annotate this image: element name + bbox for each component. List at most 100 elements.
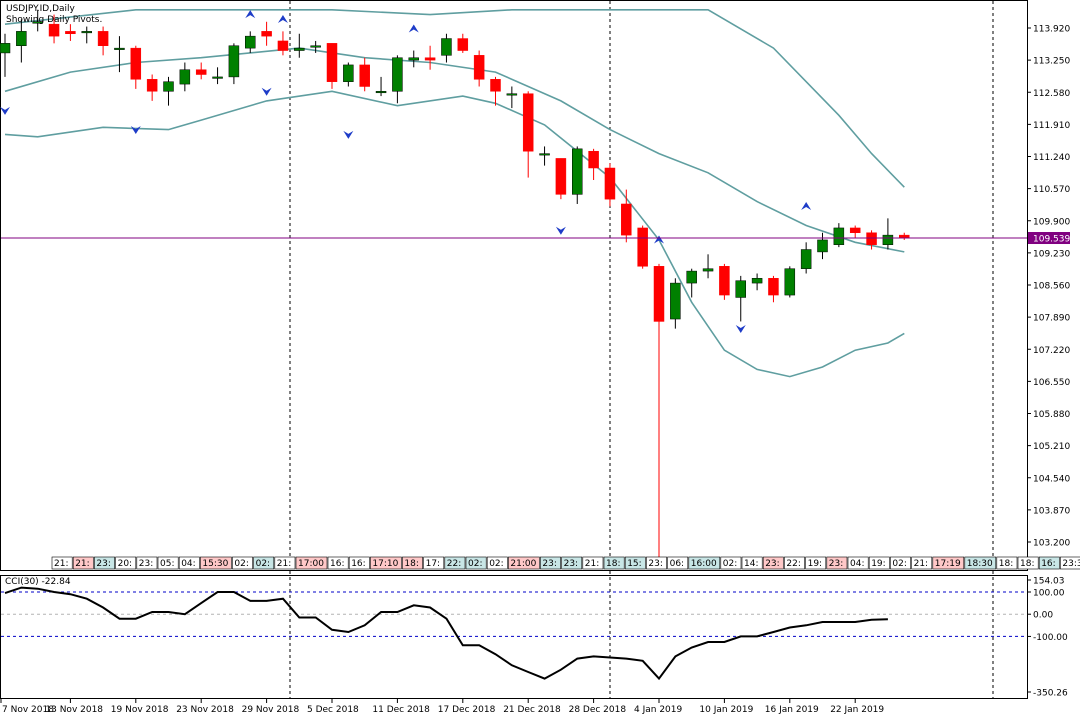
candle-body bbox=[0, 43, 11, 54]
session-tag-text: 23:30 bbox=[1062, 559, 1080, 569]
candle-body bbox=[228, 45, 240, 78]
candle-body bbox=[490, 79, 501, 92]
current-price-line: 109.539 bbox=[1, 232, 1070, 245]
session-tag-text: 19: bbox=[808, 559, 822, 569]
session-tag-text: 05: bbox=[160, 559, 174, 569]
candle-body bbox=[882, 234, 894, 245]
candle-body bbox=[702, 268, 714, 272]
session-tag-text: 23: bbox=[542, 559, 556, 569]
main-panel[interactable] bbox=[0, 0, 1028, 571]
session-tag-text: 21: bbox=[54, 559, 68, 569]
candle-body bbox=[424, 57, 436, 61]
session-tag bbox=[370, 556, 402, 570]
candle bbox=[212, 67, 223, 85]
session-tag bbox=[603, 556, 625, 570]
candle bbox=[163, 76, 174, 106]
price-tick-label: 111.240 bbox=[1033, 153, 1070, 163]
time-tick-label: 4 Jan 2019 bbox=[634, 705, 682, 715]
candle-body bbox=[48, 23, 60, 37]
session-tag-text: 14: bbox=[744, 559, 758, 569]
candle-body bbox=[653, 266, 665, 322]
session-tag-text: 18: bbox=[606, 559, 620, 569]
time-tick-label: 23 Nov 2018 bbox=[176, 705, 234, 715]
candle-body bbox=[326, 43, 338, 82]
candle bbox=[16, 19, 27, 63]
session-tag-text: 04: bbox=[850, 559, 864, 569]
candle-body bbox=[555, 158, 567, 195]
cci-line bbox=[4, 586, 888, 681]
session-tag bbox=[582, 556, 604, 570]
candle bbox=[506, 86, 518, 109]
session-tag bbox=[762, 556, 784, 570]
candle bbox=[114, 36, 125, 73]
pivot-down-arrow bbox=[261, 87, 272, 96]
candle-body bbox=[817, 239, 828, 253]
time-tick-label: 16 Jan 2019 bbox=[765, 705, 819, 715]
bb-upper-band bbox=[4, 9, 905, 188]
candle-body bbox=[130, 47, 142, 80]
candle bbox=[65, 24, 76, 41]
session-tag-text: 23: bbox=[829, 559, 843, 569]
session-tag bbox=[826, 556, 848, 570]
price-tick-label: 108.560 bbox=[1033, 282, 1070, 292]
session-tag bbox=[1060, 556, 1080, 570]
candle bbox=[294, 33, 305, 58]
time-tick-label: 22 Jan 2019 bbox=[830, 705, 884, 715]
session-tag-text: 21: bbox=[277, 559, 291, 569]
price-axis: 113.920 113.250 112.580 111.910 111.240 110.5… bbox=[1027, 25, 1070, 549]
candle bbox=[866, 230, 877, 250]
candle bbox=[539, 146, 550, 166]
price-tick-label: 103.870 bbox=[1033, 506, 1070, 516]
session-tag-text: 18: bbox=[999, 559, 1013, 569]
candle-body bbox=[866, 232, 877, 245]
candle bbox=[735, 275, 746, 322]
time-tick-label: 19 Nov 2018 bbox=[111, 705, 169, 715]
candle-body bbox=[146, 79, 158, 92]
time-tick-label: 28 Dec 2018 bbox=[569, 705, 627, 715]
session-tag bbox=[932, 556, 965, 570]
session-tag bbox=[667, 556, 689, 570]
session-tag-text: 02: bbox=[256, 559, 270, 569]
candle-body bbox=[473, 55, 485, 80]
session-tag bbox=[890, 556, 911, 570]
candle-body bbox=[588, 150, 599, 169]
session-tag bbox=[1017, 556, 1039, 570]
candle-body bbox=[719, 266, 730, 296]
session-tag bbox=[423, 556, 445, 570]
bb-lower-band bbox=[4, 90, 905, 378]
candle-body bbox=[277, 40, 289, 51]
session-tag-text: 02: bbox=[723, 559, 737, 569]
candle bbox=[653, 263, 665, 564]
time-tick-label: 5 Dec 2018 bbox=[307, 705, 359, 715]
candle-body bbox=[261, 31, 272, 37]
candle-body bbox=[670, 282, 681, 320]
candle bbox=[277, 31, 289, 56]
candle-body bbox=[359, 64, 370, 87]
candle-body bbox=[572, 148, 583, 195]
candle bbox=[146, 74, 158, 101]
session-tag-text: 16: bbox=[1041, 559, 1055, 569]
bb-middle-band bbox=[4, 47, 905, 253]
session-tag bbox=[508, 556, 540, 570]
price-tick-label: 109.230 bbox=[1033, 249, 1070, 259]
session-tags: 21: 21: 23: 20: 23: 05: 04: 15:30 02: 02: 21: 17:00… bbox=[51, 556, 1080, 570]
price-tick-label: 106.550 bbox=[1033, 378, 1070, 388]
time-tick-label: 21 Dec 2018 bbox=[503, 705, 561, 715]
session-tag-text: 21:00 bbox=[510, 559, 536, 569]
candle-body bbox=[195, 69, 207, 75]
session-tag bbox=[327, 556, 349, 570]
session-tag bbox=[720, 556, 742, 570]
price-tick-label: 109.900 bbox=[1033, 217, 1070, 227]
price-tick-label: 105.880 bbox=[1033, 410, 1070, 420]
candle-body bbox=[97, 31, 109, 46]
pivot-up-arrow bbox=[801, 201, 812, 210]
candle-body bbox=[163, 81, 174, 92]
candle-body bbox=[212, 76, 223, 79]
session-tag-text: 15: bbox=[627, 559, 641, 569]
session-tag-text: 17:10 bbox=[372, 559, 398, 569]
candle bbox=[343, 62, 354, 87]
candle bbox=[833, 223, 845, 248]
candle bbox=[228, 43, 240, 85]
cci-panel[interactable] bbox=[0, 575, 1028, 699]
